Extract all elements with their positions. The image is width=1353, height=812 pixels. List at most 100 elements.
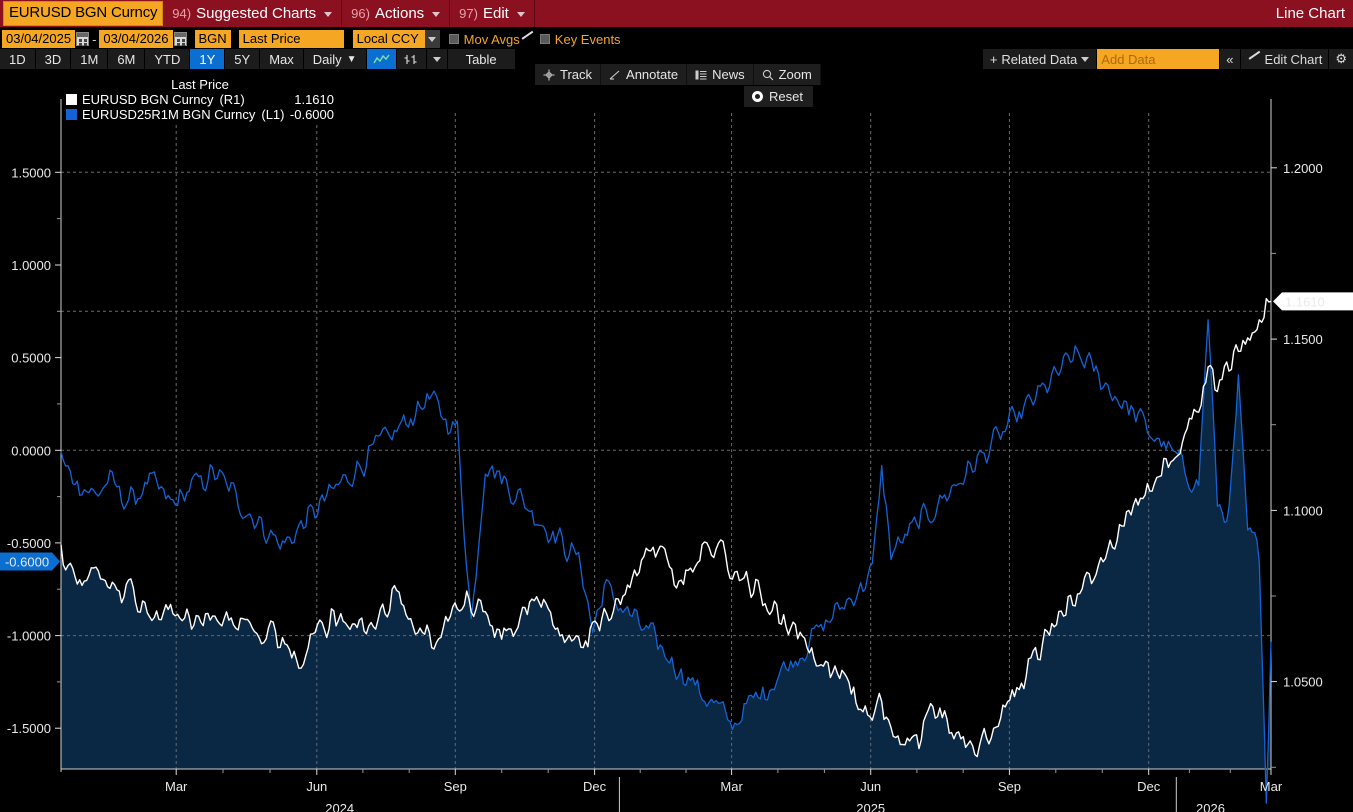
title-bar: EURUSD BGN Curncy 94) Suggested Charts 9… xyxy=(0,0,1353,27)
chevron-down-icon xyxy=(324,12,333,17)
currency-dropdown-button[interactable] xyxy=(424,30,440,48)
period-tab-6m[interactable]: 6M xyxy=(108,49,146,69)
line-chart-toggle[interactable] xyxy=(366,49,397,69)
period-tab-3d[interactable]: 3D xyxy=(35,49,72,69)
related-data-label: Related Data xyxy=(1001,51,1078,67)
x-tick-label: Dec xyxy=(1137,779,1161,794)
period-tab-max[interactable]: Max xyxy=(260,49,304,69)
price-chart[interactable]: 1.5000 1.0000 0.5000 0.0000 -0.5000 -1.0000 -1… xyxy=(0,69,1353,812)
menu-suggested-charts[interactable]: 94) Suggested Charts xyxy=(163,0,343,27)
y-tick-label-right: 1.1500 xyxy=(1283,332,1323,347)
legend-row-riskreversal[interactable]: EURUSD25R1M BGN Curncy (L1) -0.6000 xyxy=(64,107,336,122)
reset-zoom-button[interactable]: Reset xyxy=(744,86,813,107)
magnifier-icon xyxy=(762,69,773,80)
chart-style-dropdown[interactable] xyxy=(426,49,448,69)
date-range-separator: - xyxy=(92,31,97,47)
plus-icon: + xyxy=(989,51,998,67)
edit-chart-button[interactable]: Edit Chart xyxy=(1239,49,1329,69)
y-tick-label-left: 0.0000 xyxy=(11,443,51,458)
y-axis-left: 1.5000 1.0000 0.5000 0.0000 -0.5000 -1.0000 -1… xyxy=(7,165,61,736)
currency-input[interactable]: Local CCY xyxy=(352,30,425,48)
right-current-value-marker[interactable]: 1.1610 xyxy=(1273,292,1353,311)
series-area-fill xyxy=(61,365,1271,804)
y-axis-right: 1.2000 1.1500 1.1000 1.0500 xyxy=(1271,161,1323,768)
source-input[interactable]: BGN xyxy=(194,30,231,48)
price-type-input[interactable]: Last Price xyxy=(238,30,344,48)
annotate-pencil-icon xyxy=(609,70,620,80)
frequency-label: Daily xyxy=(312,51,342,67)
crosshair-icon xyxy=(543,69,555,80)
x-tick-label: Dec xyxy=(583,779,607,794)
x-tick-label: Sep xyxy=(998,779,1021,794)
chevron-down-icon: ▼ xyxy=(346,53,357,65)
table-view-button[interactable]: Table xyxy=(447,49,516,69)
settings-row: 03/04/2025 - 03/04/2026 BGN Last Price L… xyxy=(0,29,1353,49)
left-marker-shape xyxy=(0,552,60,571)
news-button[interactable]: News xyxy=(687,64,754,85)
right-marker-shape xyxy=(1273,292,1353,311)
y-tick-label-right: 1.1000 xyxy=(1283,503,1323,518)
menu-number: 96) xyxy=(351,6,370,21)
series-line-eurusd xyxy=(60,297,1272,758)
bar-chart-toggle[interactable] xyxy=(396,49,427,69)
candle-chart-icon xyxy=(404,54,417,64)
right-marker-label: 1.1610 xyxy=(1285,294,1325,309)
x-tick-label: Mar xyxy=(1260,779,1283,794)
x-year-label: 2026 xyxy=(1196,801,1225,812)
y-tick-label-left: 1.0000 xyxy=(11,258,51,273)
calendar-icon-start[interactable] xyxy=(76,32,90,46)
chevron-down-icon xyxy=(1081,56,1090,62)
track-button[interactable]: Track xyxy=(535,64,602,85)
x-tick-label: Mar xyxy=(165,779,188,794)
collapse-panel-button[interactable]: « xyxy=(1219,49,1240,69)
related-data-button[interactable]: + Related Data xyxy=(982,49,1098,69)
left-current-value-marker[interactable]: -0.6000 xyxy=(0,552,60,571)
annotate-label: Annotate xyxy=(626,67,679,82)
menu-label: Suggested Charts xyxy=(196,5,317,22)
data-toolbar-right: + Related Data Add Data « Edit Chart ⚙ xyxy=(982,49,1353,69)
period-tab-5y[interactable]: 5Y xyxy=(225,49,261,69)
y-tick-label-left: 1.5000 xyxy=(11,165,51,180)
legend-swatch-white xyxy=(66,94,77,105)
mov-avgs-label: Mov Avgs xyxy=(463,31,520,47)
chevron-down-icon xyxy=(432,56,441,62)
news-label: News xyxy=(712,67,745,82)
chart-tools-toolbar: Track Annotate News Zoom xyxy=(535,64,821,85)
y-tick-label-right: 1.0500 xyxy=(1283,675,1323,690)
period-tab-1d[interactable]: 1D xyxy=(0,49,36,69)
chart-type-label: Line Chart xyxy=(1275,5,1345,22)
end-date-input[interactable]: 03/04/2026 xyxy=(99,30,173,48)
frequency-selector[interactable]: Daily ▼ xyxy=(303,49,367,69)
chart-legend: Last Price EURUSD BGN Curncy (R1) 1.1610… xyxy=(62,76,338,124)
menu-edit[interactable]: 97) Edit xyxy=(450,0,535,27)
ticker-input[interactable]: EURUSD BGN Curncy xyxy=(3,1,164,26)
calendar-icon-end[interactable] xyxy=(173,32,187,46)
legend-series-value: -0.6000 xyxy=(289,107,334,122)
edit-pencil-icon[interactable] xyxy=(520,33,534,45)
period-tab-1m[interactable]: 1M xyxy=(71,49,109,69)
period-tab-ytd[interactable]: YTD xyxy=(145,49,191,69)
series-line-eurusd25r1m xyxy=(60,319,1272,804)
add-data-input[interactable]: Add Data xyxy=(1097,49,1220,69)
y-tick-label-left: -1.5000 xyxy=(7,721,51,736)
y-tick-label-left: 0.5000 xyxy=(11,351,51,366)
legend-row-eurusd[interactable]: EURUSD BGN Curncy (R1) 1.1610 xyxy=(64,92,336,107)
pencil-icon xyxy=(1247,53,1261,65)
double-chevron-left-icon: « xyxy=(1226,51,1234,67)
y-tick-label-left: -0.5000 xyxy=(7,536,51,551)
start-date-input[interactable]: 03/04/2025 xyxy=(2,30,76,48)
annotate-button[interactable]: Annotate xyxy=(601,64,688,85)
chevron-down-icon xyxy=(516,12,525,17)
chart-area[interactable]: 1.5000 1.0000 0.5000 0.0000 -0.5000 -1.0000 -1… xyxy=(0,69,1353,812)
mov-avgs-checkbox[interactable] xyxy=(448,34,459,44)
menu-label: Edit xyxy=(482,5,509,22)
period-tab-1y[interactable]: 1Y xyxy=(190,49,226,69)
legend-series-axis: (R1) xyxy=(219,92,245,107)
reset-label: Reset xyxy=(769,89,803,104)
x-tick-label: Jun xyxy=(306,779,327,794)
key-events-checkbox[interactable] xyxy=(539,34,550,44)
chart-settings-button[interactable]: ⚙ xyxy=(1328,49,1353,69)
zoom-button[interactable]: Zoom xyxy=(753,64,821,85)
menu-actions[interactable]: 96) Actions xyxy=(342,0,451,27)
